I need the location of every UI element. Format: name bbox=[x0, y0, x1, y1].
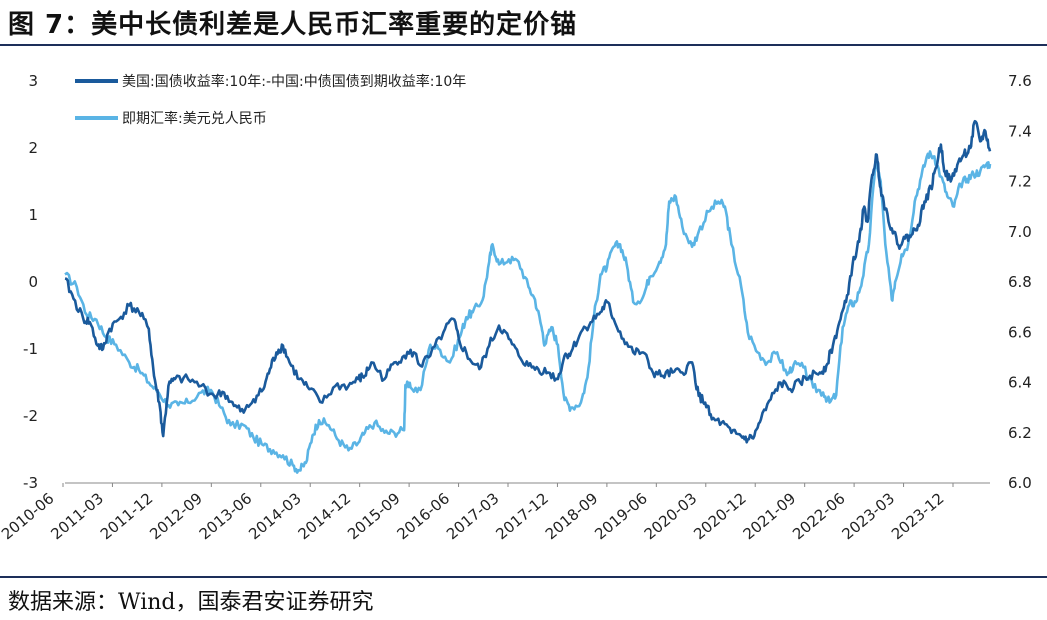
legend-label-spread: 美国:国债收益率:10年:-中国:中债国债到期收益率:10年 bbox=[122, 73, 466, 90]
x-tick-label: 2010-06 bbox=[0, 489, 58, 543]
x-tick-label: 2020-12 bbox=[690, 489, 750, 543]
left-tick-label: 1 bbox=[28, 206, 38, 224]
right-tick-label: 6.6 bbox=[1008, 323, 1032, 341]
series-line-us-cn-spread bbox=[64, 119, 992, 444]
x-tick-label: 2011-12 bbox=[97, 489, 157, 543]
left-tick-label: 0 bbox=[28, 273, 38, 291]
x-tick-label: 2021-09 bbox=[740, 489, 800, 543]
footer-divider bbox=[0, 576, 1047, 578]
x-tick-label: 2023-03 bbox=[839, 489, 899, 543]
x-tick-label: 2023-12 bbox=[888, 489, 948, 543]
right-tick-label: 6.2 bbox=[1008, 424, 1032, 442]
x-tick-label: 2011-03 bbox=[47, 489, 107, 543]
title-divider bbox=[0, 44, 1047, 46]
right-tick-label: 7.4 bbox=[1008, 122, 1032, 140]
left-y-axis: 3 2 1 0 -1 -2 -3 bbox=[23, 72, 38, 492]
x-tick-label: 2017-12 bbox=[492, 489, 552, 543]
right-tick-label: 6.4 bbox=[1008, 374, 1032, 392]
x-tick-label: 2017-03 bbox=[443, 489, 503, 543]
series-layer bbox=[64, 119, 992, 474]
chart-legend: 美国:国债收益率:10年:-中国:中债国债到期收益率:10年 即期汇率:美元兑人… bbox=[75, 73, 466, 127]
x-axis: 2010-062011-032011-122012-092013-062014-… bbox=[0, 482, 990, 543]
right-y-axis: 7.6 7.4 7.2 7.0 6.8 6.6 6.4 6.2 6.0 bbox=[1008, 72, 1032, 492]
x-tick-label: 2012-09 bbox=[146, 489, 206, 543]
x-tick-label: 2020-03 bbox=[641, 489, 701, 543]
x-tick-label: 2014-12 bbox=[295, 489, 355, 543]
left-tick-label: -1 bbox=[23, 340, 38, 358]
right-tick-label: 7.2 bbox=[1008, 173, 1032, 191]
series-line-usdcny bbox=[64, 150, 992, 474]
right-tick-label: 6.0 bbox=[1008, 474, 1032, 492]
source-note: 数据来源：Wind，国泰君安证券研究 bbox=[8, 590, 374, 615]
x-tick-label: 2016-06 bbox=[394, 489, 454, 543]
right-tick-label: 7.6 bbox=[1008, 72, 1032, 90]
x-tick-label: 2019-06 bbox=[591, 489, 651, 543]
left-tick-label: -3 bbox=[23, 474, 38, 492]
figure-title: 图 7：美中长债利差是人民币汇率重要的定价锚 bbox=[8, 10, 578, 40]
dual-axis-line-chart: 3 2 1 0 -1 -2 -3 7.6 7.4 7.2 7.0 6.8 6.6 6.4 6.2 6.0 2… bbox=[0, 72, 1032, 543]
right-tick-label: 7.0 bbox=[1008, 223, 1032, 241]
x-tick-label: 2014-03 bbox=[245, 489, 305, 543]
left-tick-label: 2 bbox=[28, 139, 38, 157]
x-tick-label: 2018-09 bbox=[542, 489, 602, 543]
left-tick-label: 3 bbox=[28, 72, 38, 90]
legend-label-fx: 即期汇率:美元兑人民币 bbox=[122, 110, 267, 127]
x-tick-label: 2022-06 bbox=[789, 489, 849, 543]
x-tick-label: 2015-09 bbox=[344, 489, 404, 543]
left-tick-label: -2 bbox=[23, 407, 38, 425]
right-tick-label: 6.8 bbox=[1008, 273, 1032, 291]
x-tick-label: 2013-06 bbox=[196, 489, 256, 543]
